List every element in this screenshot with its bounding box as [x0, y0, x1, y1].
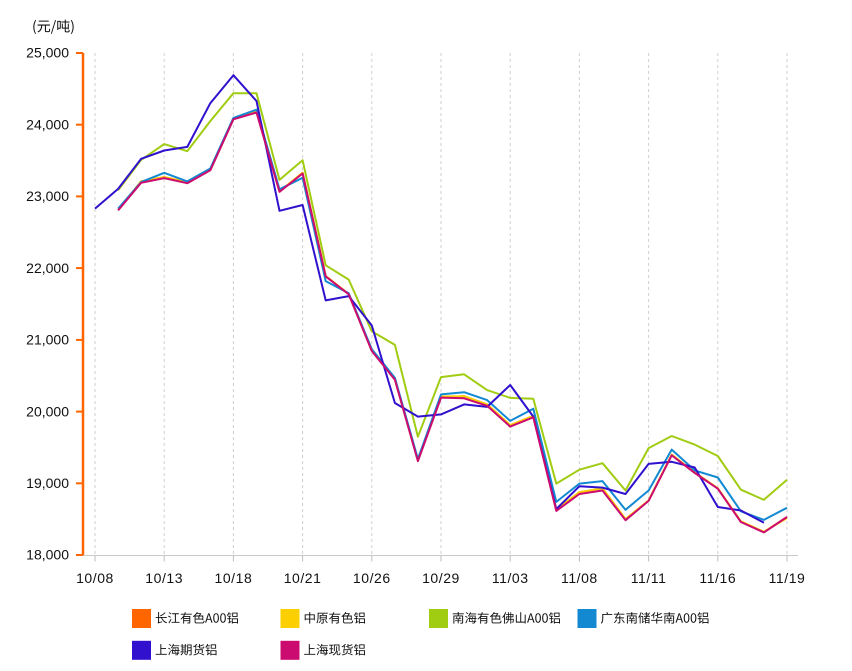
svg-text:11/11: 11/11: [631, 570, 667, 586]
svg-text:10/08: 10/08: [76, 570, 114, 586]
svg-text:11/19: 11/19: [769, 570, 806, 586]
svg-text:10/18: 10/18: [215, 570, 253, 586]
svg-text:21,000: 21,000: [26, 332, 69, 348]
svg-text:18,000: 18,000: [26, 547, 69, 563]
svg-text:19,000: 19,000: [26, 475, 69, 491]
svg-text:23,000: 23,000: [26, 188, 69, 204]
svg-text:24,000: 24,000: [26, 116, 69, 132]
svg-text:11/08: 11/08: [561, 570, 598, 586]
svg-text:11/16: 11/16: [699, 570, 736, 586]
svg-text:10/26: 10/26: [353, 570, 391, 586]
svg-text:20,000: 20,000: [26, 403, 69, 419]
svg-text:22,000: 22,000: [26, 260, 69, 276]
svg-text:10/29: 10/29: [422, 570, 460, 586]
svg-text:25,000: 25,000: [26, 45, 69, 61]
svg-text:10/21: 10/21: [284, 570, 322, 586]
svg-text:10/13: 10/13: [145, 570, 183, 586]
svg-text:11/03: 11/03: [492, 570, 529, 586]
